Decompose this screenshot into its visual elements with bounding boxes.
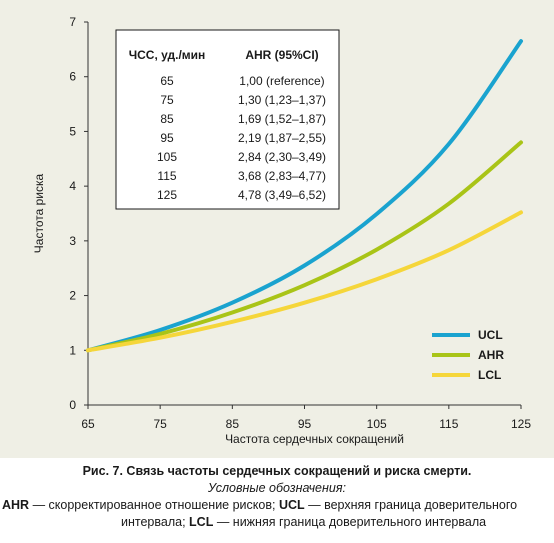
table-cell-hr: 75 <box>160 93 174 107</box>
x-tick-label: 85 <box>226 417 240 431</box>
caption-title: Рис. 7. Связь частоты сердечных сокращен… <box>82 464 472 478</box>
x-tick-label: 105 <box>367 417 387 431</box>
x-tick-label: 75 <box>153 417 167 431</box>
caption-ucl: UCL <box>278 498 305 512</box>
legend-label-ahr: AHR <box>478 348 504 362</box>
y-tick-label: 5 <box>69 124 76 138</box>
x-tick-label: 95 <box>298 417 312 431</box>
table-cell-ahr: 1,69 (1,52–1,87) <box>238 112 326 126</box>
table-cell-hr: 125 <box>157 188 177 202</box>
caption-line-1: AHR — скорректированное отношение рисков… <box>2 497 554 513</box>
caption-ucl-text: — верхняя граница доверительного <box>304 498 518 512</box>
caption-ahr-text: — скорректированное отношение рисков; <box>29 498 279 512</box>
y-tick-label: 0 <box>69 398 76 412</box>
x-tick-label: 65 <box>81 417 95 431</box>
y-tick-label: 3 <box>69 234 76 248</box>
y-tick-label: 1 <box>69 343 76 357</box>
table-header-hr: ЧСС, уд./мин <box>129 48 206 62</box>
table-cell-ahr: 1,00 (reference) <box>239 74 324 88</box>
chart: 0 1 2 3 4 5 6 7 65 75 85 95 105 115 125 Частота сердечн… <box>32 15 531 446</box>
caption-line-2: интервала; LCL — нижняя граница доверите… <box>121 514 551 530</box>
table-cell-hr: 115 <box>157 169 176 183</box>
table-header-ahr: AHR (95%CI) <box>245 48 318 62</box>
caption-ahr: AHR <box>2 498 30 512</box>
table-cell-hr: 65 <box>160 74 174 88</box>
caption-subtitle: Условные обозначения: <box>208 481 346 495</box>
caption-lcl: LCL <box>189 515 214 529</box>
table-cell-hr: 95 <box>160 131 174 145</box>
legend-label-lcl: LCL <box>478 368 501 382</box>
table-cell-ahr: 1,30 (1,23–1,37) <box>238 93 326 107</box>
y-tick-label: 4 <box>69 179 76 193</box>
table-cell-hr: 85 <box>160 112 174 126</box>
table-cell-hr: 105 <box>157 150 177 164</box>
series-line-ahr <box>86 140 523 353</box>
caption-l2-text: интервала; <box>121 515 190 529</box>
x-tick-label: 115 <box>439 417 458 431</box>
y-tick-label: 6 <box>69 70 76 84</box>
table-cell-ahr: 4,78 (3,49–6,52) <box>238 188 326 202</box>
inset-table-box <box>115 29 340 210</box>
y-tick-label: 7 <box>69 15 76 29</box>
y-axis-label: Частота риска <box>32 173 46 253</box>
y-tick-label: 2 <box>69 289 76 303</box>
chart-panel: 0 1 2 3 4 5 6 7 65 75 85 95 105 115 125 Частота сердечн… <box>0 0 554 458</box>
x-tick-label: 125 <box>511 417 531 431</box>
table-cell-ahr: 3,68 (2,83–4,77) <box>238 169 326 183</box>
table-cell-ahr: 2,84 (2,30–3,49) <box>238 150 326 164</box>
x-axis-label: Частота сердечных сокращений <box>225 432 404 446</box>
series-line-lcl <box>86 210 523 353</box>
table-cell-ahr: 2,19 (1,87–2,55) <box>238 131 326 145</box>
caption-lcl-text: — нижняя граница доверительного интервал… <box>213 515 487 529</box>
series-line-ucl <box>86 39 523 353</box>
legend-label-ucl: UCL <box>478 328 503 342</box>
